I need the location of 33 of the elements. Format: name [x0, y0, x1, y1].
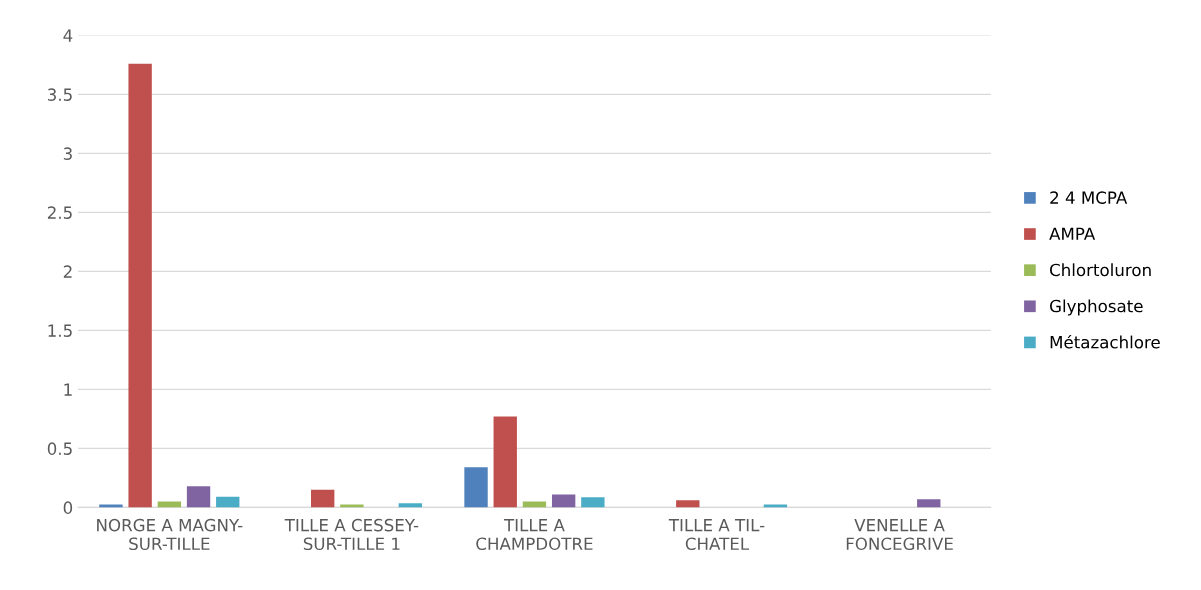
- bar: [763, 504, 788, 508]
- bar: [128, 63, 152, 508]
- bar: [99, 504, 123, 508]
- y-tick-label: 4: [63, 29, 73, 42]
- y-tick-label: 0: [63, 501, 73, 514]
- x-tick-label: VENELLE A FONCEGRIVE: [846, 519, 953, 551]
- bar: [676, 500, 700, 508]
- y-tick-label: 3: [63, 147, 72, 160]
- y-tick-label: 2.5: [47, 206, 72, 219]
- bar: [551, 494, 576, 508]
- y-tick-label: 2: [63, 265, 72, 278]
- legend-label: Chlortoluron: [1050, 263, 1151, 277]
- x-tick-label: TILLE A CESSEY-SUR-TILLE 1: [284, 518, 419, 551]
- y-tick-label: 1.5: [48, 324, 72, 337]
- bar: [340, 504, 364, 508]
- bar: [216, 496, 240, 508]
- bar: [186, 486, 211, 508]
- x-tick-label: NORGE A MAGNY-SUR-TILLE: [97, 518, 243, 551]
- x-tick-label: TILLE A CHAMPDOTRE: [476, 519, 593, 551]
- bar: [311, 489, 335, 508]
- bar: [493, 416, 517, 508]
- bar: [581, 497, 605, 508]
- bar: [917, 499, 941, 508]
- bar: [398, 503, 422, 508]
- legend-label: 2 4 MCPA: [1050, 191, 1128, 204]
- y-tick-label: 3.5: [47, 88, 72, 101]
- bar: [464, 467, 488, 508]
- y-tick-label: 0.5: [47, 442, 72, 455]
- legend-label: Glyphosate: [1050, 299, 1143, 316]
- legend-label: Métazachlore: [1050, 334, 1160, 349]
- y-tick-label: 1: [64, 383, 72, 396]
- x-tick-label: TILLE A TIL-CHATEL: [668, 519, 765, 551]
- legend-label: AMPA: [1049, 227, 1096, 240]
